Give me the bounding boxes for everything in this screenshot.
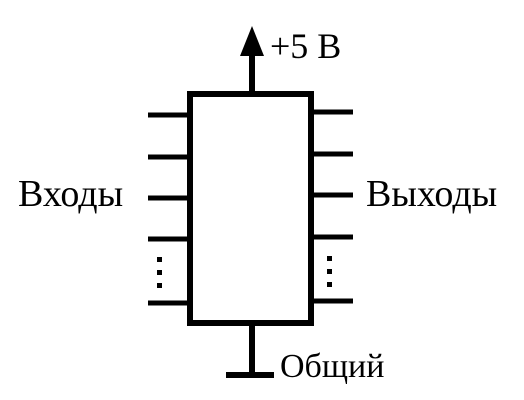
common-label: Общий <box>280 348 385 385</box>
power-label: +5 В <box>270 26 342 66</box>
chip-body <box>187 91 314 326</box>
outputs-label: Выходы <box>366 173 498 215</box>
input-ellipsis-icon <box>157 257 162 288</box>
output-ellipsis-icon <box>327 256 332 287</box>
inputs-label: Входы <box>18 173 124 215</box>
power-arrow-icon <box>240 26 264 56</box>
